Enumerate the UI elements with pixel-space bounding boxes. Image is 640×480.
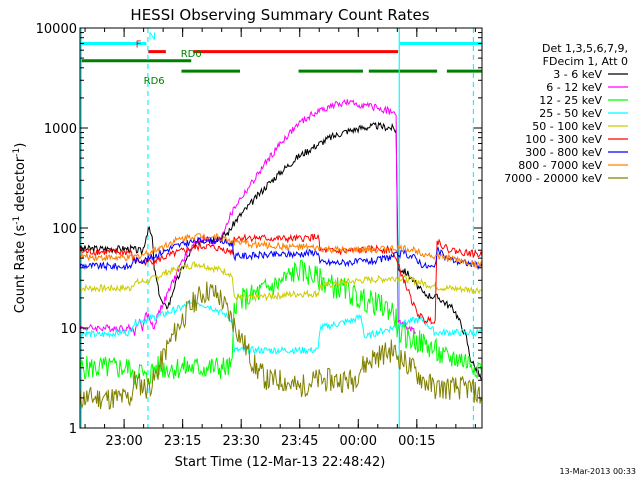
legend-entry-label: 100 - 300 keV: [525, 133, 602, 146]
x-tick-label: 00:15: [398, 434, 435, 449]
y-tick-label: 10: [60, 322, 77, 337]
x-tick-label: 23:00: [105, 434, 142, 449]
y-axis-label: Count Rate (s-1 detector-1): [12, 143, 28, 314]
legend-entry-label: 6 - 12 keV: [546, 81, 602, 94]
y-axis-ticks: 1 10 100 1000 10000: [36, 22, 482, 437]
state-flag-label: N: [148, 31, 155, 42]
legend-entry-label: 25 - 50 keV: [539, 107, 602, 120]
legend-entry-label: 12 - 25 keV: [539, 94, 602, 107]
series-line: [80, 99, 417, 336]
series-line: [80, 232, 482, 270]
state-flag-label: RD6: [144, 76, 165, 87]
legend-header: FDecim 1, Att 0: [543, 55, 628, 68]
footer-timestamp: 13-Mar-2013 00:33: [560, 467, 637, 476]
y-axis-label-text: Count Rate (s-1 detector-1): [12, 143, 28, 314]
state-flag-bars: NF RD0 RD6: [80, 31, 482, 87]
series-line: [80, 281, 482, 410]
state-flag-label: RD0: [181, 49, 202, 60]
chart-title: HESSI Observing Summary Count Rates: [130, 6, 429, 24]
legend-header: Det 1,3,5,6,7,9,: [542, 42, 628, 55]
plot-frame: [79, 27, 483, 429]
y-tick-label: 1: [69, 422, 77, 437]
y-tick-label: 1000: [44, 122, 77, 137]
series-lines: [80, 99, 482, 410]
series-line: [80, 261, 482, 303]
series-line: [80, 235, 482, 272]
series-line: [80, 121, 482, 380]
y-tick-label: 10000: [36, 22, 77, 37]
x-axis-ticks: 23:00 23:15 23:30 23:45 00:00 00:15: [84, 28, 476, 449]
y-tick-label: 100: [52, 222, 77, 237]
x-tick-label: 00:00: [340, 434, 377, 449]
legend-entry-label: 50 - 100 keV: [532, 120, 602, 133]
series-line: [80, 298, 482, 355]
series-line: [80, 259, 482, 386]
state-flag-label: F: [136, 40, 142, 51]
x-tick-label: 23:15: [164, 434, 201, 449]
legend-entry-label: 3 - 6 keV: [553, 68, 602, 81]
x-tick-label: 23:30: [222, 434, 259, 449]
legend-entry-label: 300 - 800 keV: [525, 146, 602, 159]
x-axis-label: Start Time (12-Mar-13 22:48:42): [175, 455, 386, 470]
legend: Det 1,3,5,6,7,9,FDecim 1, Att 03 - 6 keV…: [504, 42, 628, 185]
legend-entry-label: 800 - 7000 keV: [518, 159, 602, 172]
x-tick-label: 23:45: [281, 434, 318, 449]
legend-entry-label: 7000 - 20000 keV: [504, 172, 602, 185]
